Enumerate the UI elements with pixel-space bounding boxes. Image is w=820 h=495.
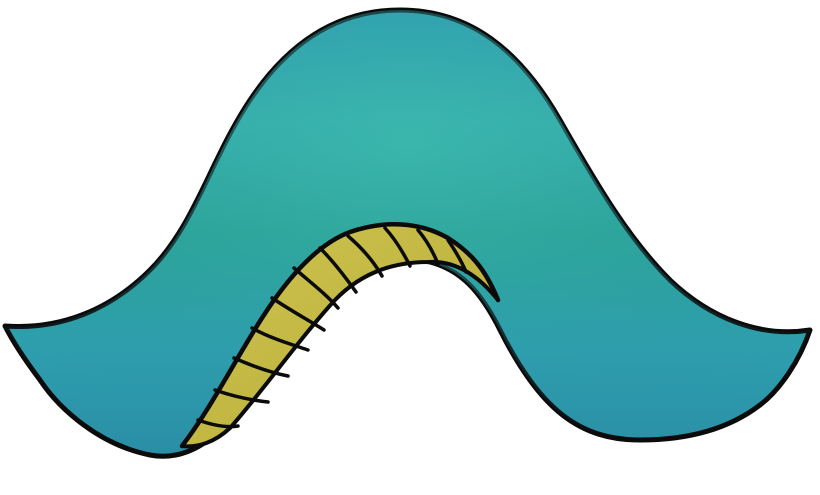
hat-inner-edge [179, 222, 501, 449]
